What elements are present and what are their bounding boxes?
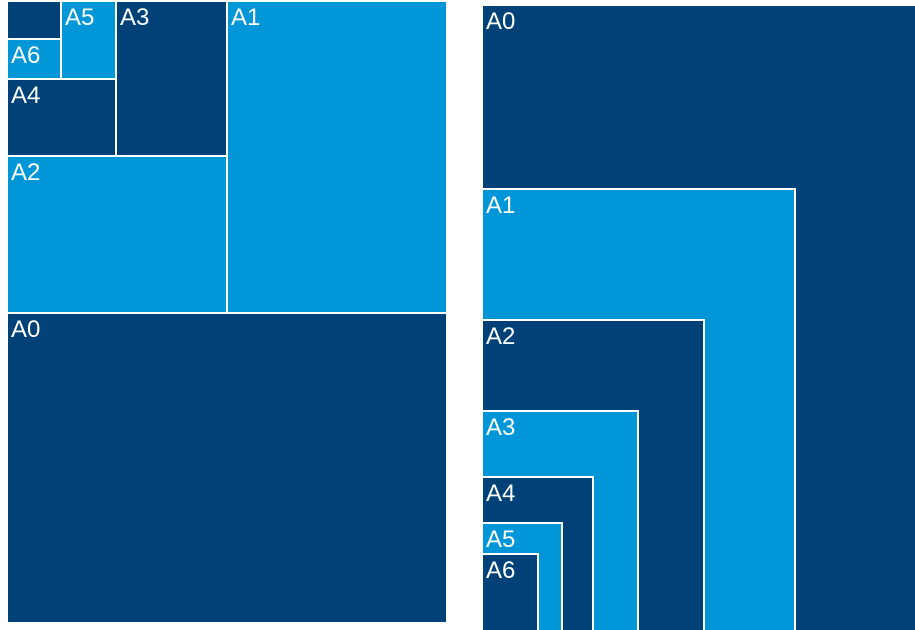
left-sheet-a0: A0 (6, 312, 448, 624)
left-sheet-a1: A1 (226, 0, 448, 314)
left-sheet-a3-label: A3 (120, 4, 150, 31)
left-sheet-a7 (6, 0, 62, 40)
right-sheet-a2-label: A2 (486, 323, 516, 350)
left-sheet-a5: A5 (60, 0, 117, 80)
left-sheet-a1-label: A1 (231, 4, 261, 31)
right-sheet-a3-label: A3 (486, 414, 516, 441)
right-sheet-a6: A6 (483, 553, 539, 630)
paper-size-nested-diagram: A0 A1 A2 A3 A4 A5 A6 (483, 0, 915, 630)
right-sheet-a6-label: A6 (486, 557, 516, 584)
right-sheet-a1-label: A1 (486, 192, 516, 219)
left-sheet-a5-label: A5 (65, 4, 95, 31)
left-sheet-a2: A2 (6, 155, 228, 314)
left-sheet-a6: A6 (6, 38, 62, 80)
left-sheet-a4-label: A4 (11, 82, 41, 109)
right-sheet-a4-label: A4 (486, 480, 516, 507)
right-sheet-a0-label: A0 (486, 8, 516, 35)
left-sheet-a4: A4 (6, 78, 117, 157)
left-sheet-a0-label: A0 (11, 316, 41, 343)
left-sheet-a2-label: A2 (11, 159, 41, 186)
right-sheet-a5-label: A5 (486, 526, 516, 553)
paper-size-subdivision-diagram: A0 A1 A2 A3 A4 A5 A6 (6, 0, 448, 624)
left-sheet-a6-label: A6 (11, 42, 41, 69)
left-sheet-a3: A3 (115, 0, 228, 157)
